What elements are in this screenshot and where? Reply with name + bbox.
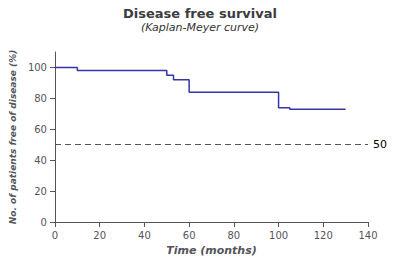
svg-text:Time (months): Time (months)	[166, 244, 257, 257]
svg-text:120: 120	[314, 230, 333, 241]
svg-text:0: 0	[41, 217, 47, 228]
svg-text:60: 60	[34, 124, 47, 135]
svg-text:40: 40	[138, 230, 151, 241]
svg-text:(Kaplan-Meyer curve): (Kaplan-Meyer curve)	[141, 21, 259, 34]
svg-text:Disease free survival: Disease free survival	[123, 6, 277, 21]
svg-text:100: 100	[28, 62, 47, 73]
svg-text:40: 40	[34, 155, 47, 166]
svg-text:100: 100	[269, 230, 288, 241]
svg-text:140: 140	[358, 230, 377, 241]
svg-text:60: 60	[183, 230, 196, 241]
svg-text:20: 20	[34, 186, 47, 197]
svg-text:80: 80	[227, 230, 240, 241]
svg-text:50: 50	[373, 138, 387, 151]
svg-text:20: 20	[93, 230, 106, 241]
svg-text:80: 80	[34, 93, 47, 104]
svg-text:0: 0	[52, 230, 58, 241]
svg-text:No. of patients free of diseas: No. of patients free of disease (%)	[8, 50, 18, 225]
